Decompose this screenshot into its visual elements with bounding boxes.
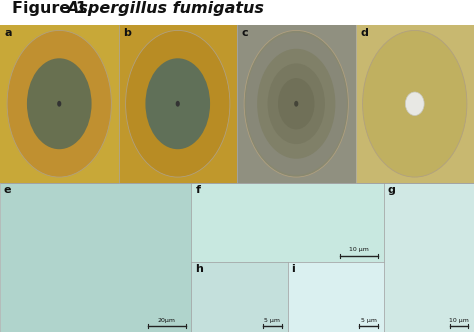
Text: g: g	[388, 185, 396, 195]
Ellipse shape	[246, 33, 347, 175]
Ellipse shape	[176, 101, 180, 107]
Text: a: a	[5, 28, 12, 38]
Text: f: f	[195, 185, 201, 195]
Text: 10 μm: 10 μm	[449, 318, 469, 323]
Text: Aspergillus fumigatus: Aspergillus fumigatus	[66, 1, 264, 16]
Ellipse shape	[126, 31, 230, 177]
Ellipse shape	[405, 92, 424, 116]
Bar	[0, 183, 191, 332]
Bar	[118, 25, 237, 183]
Ellipse shape	[294, 101, 298, 107]
Text: 5 μm: 5 μm	[361, 318, 377, 323]
Text: 10 μm: 10 μm	[349, 247, 369, 252]
Bar	[356, 25, 474, 183]
Ellipse shape	[363, 31, 467, 177]
Text: h: h	[195, 264, 203, 275]
Ellipse shape	[267, 63, 325, 144]
Bar	[384, 183, 474, 332]
Ellipse shape	[244, 31, 348, 177]
Text: c: c	[242, 28, 248, 38]
Ellipse shape	[27, 58, 91, 149]
Bar	[288, 262, 384, 332]
Bar	[191, 183, 384, 262]
Ellipse shape	[278, 78, 315, 129]
Text: d: d	[360, 28, 368, 38]
Bar	[191, 262, 288, 332]
Text: i: i	[292, 264, 295, 275]
Ellipse shape	[7, 31, 111, 177]
Ellipse shape	[146, 58, 210, 149]
Bar	[237, 25, 356, 183]
Text: 20μm: 20μm	[158, 318, 176, 323]
Bar	[0, 25, 118, 183]
Text: Figure 1.: Figure 1.	[12, 1, 99, 16]
Text: e: e	[4, 185, 11, 195]
Ellipse shape	[257, 49, 336, 159]
Text: 5 μm: 5 μm	[264, 318, 281, 323]
Ellipse shape	[57, 101, 61, 107]
Text: b: b	[123, 28, 131, 38]
